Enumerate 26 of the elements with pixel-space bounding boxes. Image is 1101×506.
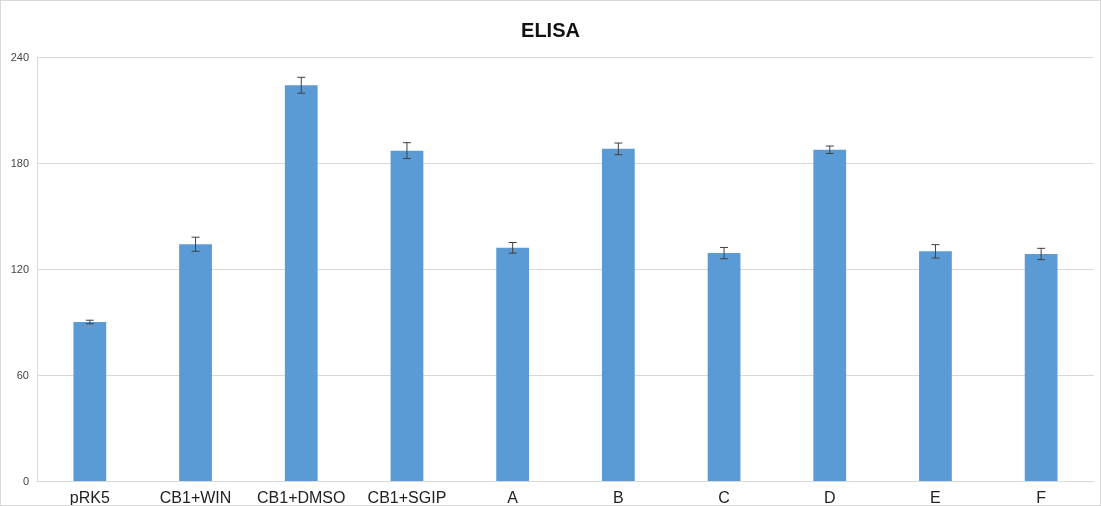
x-tick-label: B xyxy=(613,488,624,506)
bar xyxy=(601,148,635,481)
bar xyxy=(179,244,212,481)
x-tick-label: CB1+WIN xyxy=(159,488,232,506)
bar xyxy=(1024,253,1058,481)
y-tick-label: 0 xyxy=(22,475,29,487)
y-tick-label: 240 xyxy=(10,51,29,63)
x-tick-label: pRK5 xyxy=(69,488,110,506)
x-tick-label: F xyxy=(1036,488,1047,506)
bar xyxy=(707,253,741,481)
x-tick-label: C xyxy=(718,488,730,506)
x-tick-label: E xyxy=(930,488,941,506)
x-tick-label: CB1+SGIP xyxy=(367,488,447,506)
bar xyxy=(73,322,107,481)
bar xyxy=(390,150,424,481)
y-tick-label: 120 xyxy=(10,263,29,275)
x-tick-label: A xyxy=(507,488,519,506)
bar xyxy=(919,251,952,481)
chart-title: ELISA xyxy=(521,19,580,41)
bar xyxy=(496,247,530,481)
x-tick-label: D xyxy=(823,488,836,506)
bar xyxy=(284,85,318,481)
bar xyxy=(813,149,847,481)
x-tick-label: CB1+DMSO xyxy=(257,488,346,506)
y-tick-label: 180 xyxy=(10,157,29,169)
y-tick-label: 60 xyxy=(16,369,29,381)
